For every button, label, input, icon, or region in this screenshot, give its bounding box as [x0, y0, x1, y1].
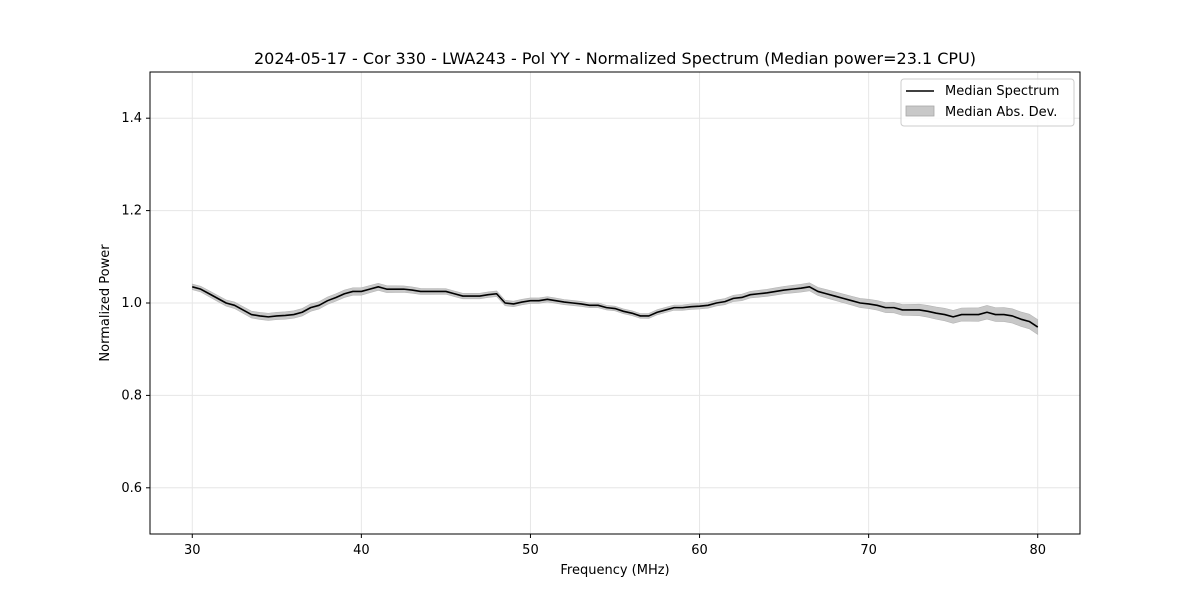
legend: Median Spectrum Median Abs. Dev. — [900, 78, 1075, 127]
median-spectrum-line — [192, 286, 1039, 328]
y-tick-label: 1.0 — [121, 296, 142, 311]
legend-label-median-abs-dev: Median Abs. Dev. — [945, 105, 1057, 120]
x-axis-label: Frequency (MHz) — [560, 563, 669, 578]
legend-label-median-spectrum: Median Spectrum — [945, 84, 1059, 99]
y-axis-label: Normalized Power — [98, 244, 113, 362]
y-tick-label: 1.2 — [121, 204, 142, 219]
y-tick-label: 0.6 — [121, 481, 142, 496]
x-tick-label: 50 — [522, 543, 539, 558]
legend-box — [900, 78, 1075, 127]
median-line-group — [192, 286, 1039, 328]
x-tick-label: 30 — [184, 543, 201, 558]
legend-band-swatch — [905, 105, 935, 117]
x-tick-label: 40 — [353, 543, 370, 558]
x-axis-ticks: 30 40 50 60 70 80 — [184, 534, 1046, 558]
y-tick-label: 1.4 — [121, 111, 142, 126]
y-axis-ticks: 0.6 0.8 1.0 1.2 1.4 — [121, 111, 150, 496]
x-tick-label: 60 — [691, 543, 708, 558]
x-tick-label: 70 — [860, 543, 877, 558]
x-tick-label: 80 — [1029, 543, 1046, 558]
y-tick-label: 0.8 — [121, 388, 142, 403]
chart-title: 2024-05-17 - Cor 330 - LWA243 - Pol YY -… — [254, 49, 976, 68]
